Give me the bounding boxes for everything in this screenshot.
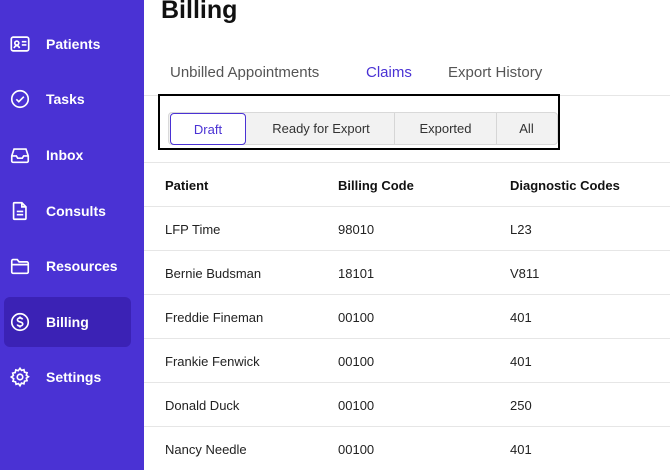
folder-icon	[9, 255, 31, 277]
sidebar-item-billing[interactable]: Billing	[4, 297, 131, 347]
tab-claims[interactable]: Claims	[366, 64, 412, 81]
sidebar-item-label: Tasks	[46, 91, 85, 107]
sidebar-item-settings[interactable]: Settings	[4, 352, 131, 402]
cell-patient: Bernie Budsman	[165, 266, 262, 281]
cell-diagnostic-codes: 401	[510, 310, 532, 325]
sidebar-item-label: Billing	[46, 314, 89, 330]
cell-diagnostic-codes: L23	[510, 222, 532, 237]
id-card-icon	[9, 33, 31, 55]
sidebar-item-label: Patients	[46, 36, 101, 52]
cell-billing-code: 98010	[338, 222, 375, 237]
sidebar-item-label: Consults	[46, 203, 106, 219]
check-circle-icon	[9, 88, 31, 110]
cell-patient: Nancy Needle	[165, 442, 247, 457]
sidebar-item-label: Settings	[46, 369, 102, 385]
gear-icon	[9, 366, 31, 388]
main-content: Billing Unbilled Appointments Claims Exp…	[144, 0, 670, 470]
column-header-diagnostic-codes: Diagnostic Codes	[510, 178, 620, 193]
cell-diagnostic-codes: 401	[510, 442, 532, 457]
cell-diagnostic-codes: 401	[510, 354, 532, 369]
cell-billing-code: 00100	[338, 354, 375, 369]
sidebar-item-inbox[interactable]: Inbox	[4, 130, 131, 180]
cell-billing-code: 00100	[338, 310, 375, 325]
filter-draft-button[interactable]: Draft	[170, 113, 246, 145]
row-divider	[144, 426, 670, 427]
cell-billing-code: 00100	[338, 398, 375, 413]
cell-billing-code: 00100	[338, 442, 375, 457]
column-header-billing-code: Billing Code	[338, 178, 414, 193]
cell-patient: LFP Time	[165, 222, 221, 237]
filter-ready-for-export-button[interactable]: Ready for Export	[272, 121, 370, 136]
row-divider	[144, 382, 670, 383]
cell-patient: Freddie Fineman	[165, 310, 264, 325]
sidebar-item-consults[interactable]: Consults	[4, 186, 131, 236]
cell-billing-code: 18101	[338, 266, 375, 281]
row-divider	[144, 250, 670, 251]
filter-exported-button[interactable]: Exported	[394, 113, 496, 144]
tab-unbilled-appointments[interactable]: Unbilled Appointments	[170, 64, 320, 81]
row-divider	[144, 338, 670, 339]
filter-highlight-frame	[158, 94, 560, 150]
sidebar-item-patients[interactable]: Patients	[4, 19, 131, 69]
tab-export-history[interactable]: Export History	[448, 64, 543, 81]
filter-all-button[interactable]: All	[496, 113, 556, 144]
cell-patient: Frankie Fenwick	[165, 354, 260, 369]
document-icon	[9, 200, 31, 222]
table-row[interactable]	[144, 207, 670, 251]
header-divider	[144, 206, 670, 207]
dollar-circle-icon	[9, 311, 31, 333]
page-title: Billing	[161, 0, 238, 24]
table-top-divider	[144, 162, 670, 163]
column-header-patient: Patient	[165, 178, 209, 193]
cell-diagnostic-codes: 250	[510, 398, 532, 413]
sidebar: Patients Tasks Inbox Consults Resources …	[0, 0, 144, 470]
sidebar-item-label: Inbox	[46, 147, 84, 163]
inbox-tray-icon	[9, 144, 31, 166]
sidebar-item-resources[interactable]: Resources	[4, 241, 131, 291]
sidebar-item-tasks[interactable]: Tasks	[4, 74, 131, 124]
cell-patient: Donald Duck	[165, 398, 240, 413]
sidebar-item-label: Resources	[46, 258, 118, 274]
cell-diagnostic-codes: V811	[510, 266, 540, 281]
row-divider	[144, 294, 670, 295]
